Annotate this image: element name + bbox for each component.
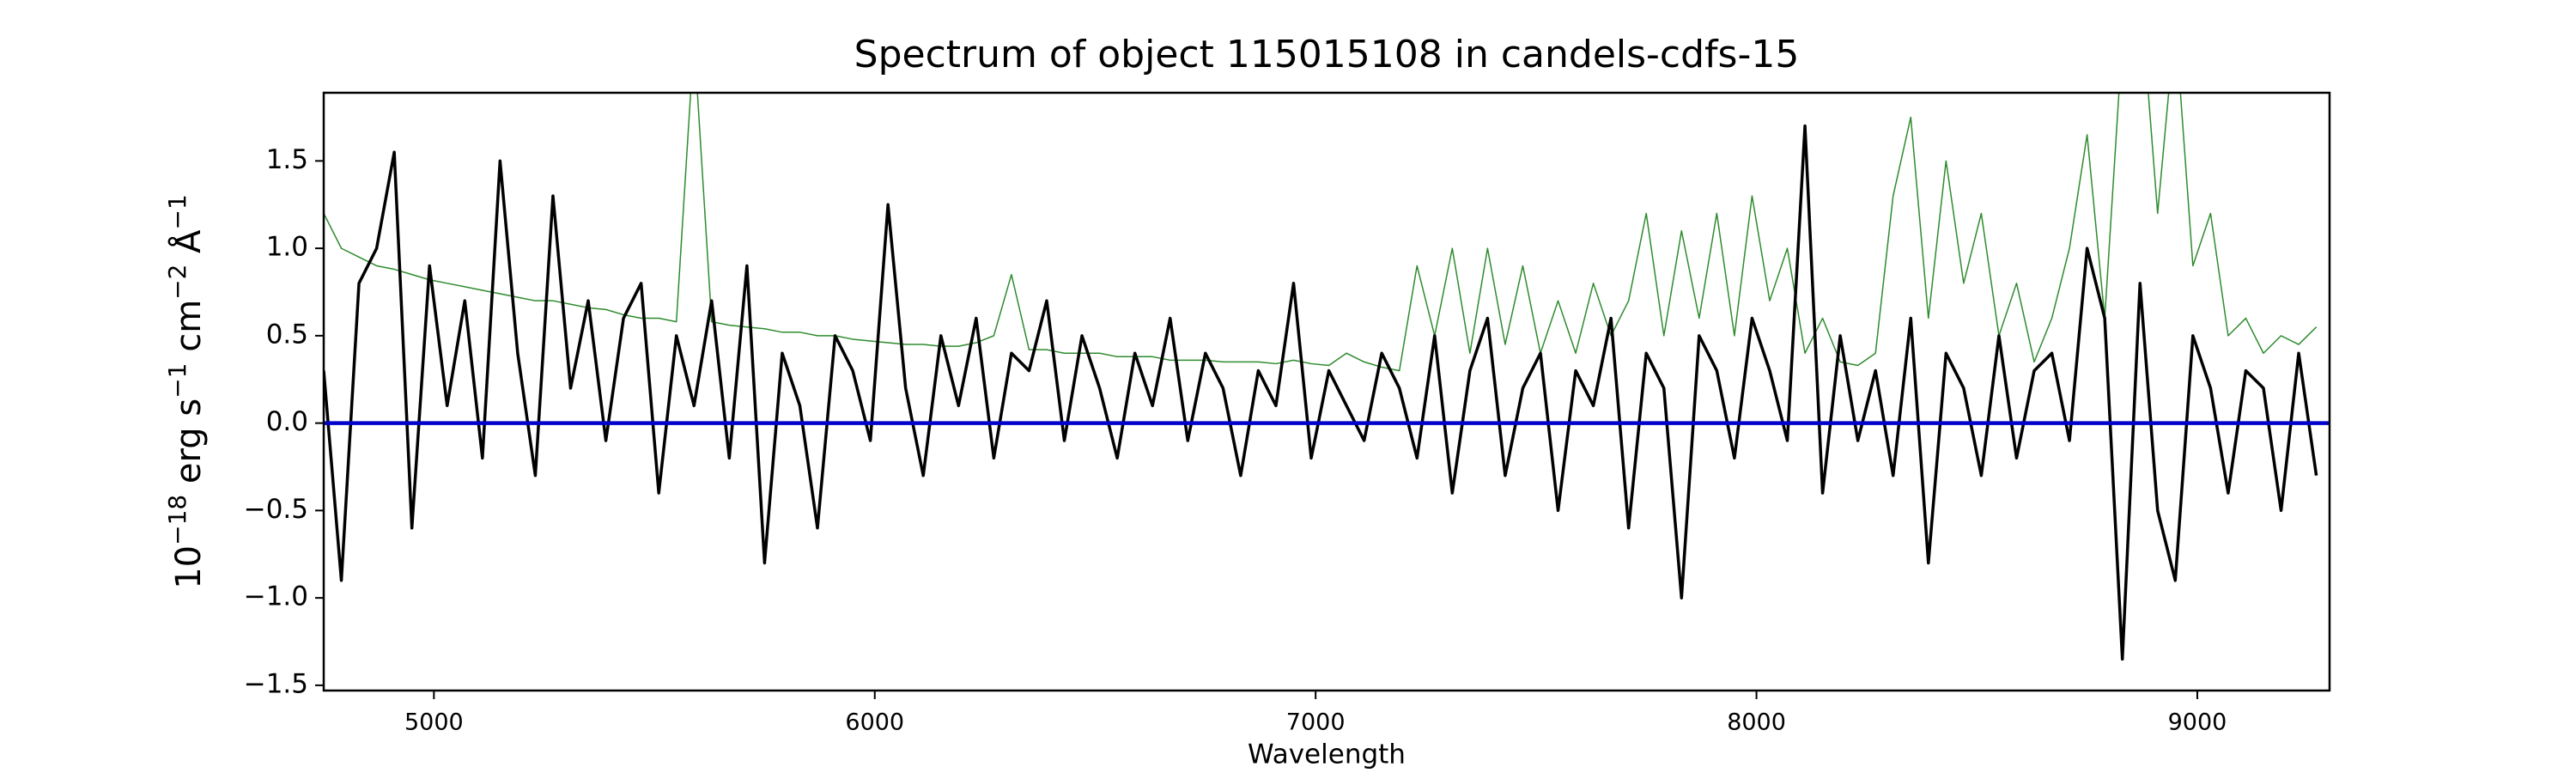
y-tick-label: −1.5 [244,668,308,699]
y-tick-label: 1.5 [266,144,308,175]
chart-title: Spectrum of object 115015108 in candels-… [854,33,1800,76]
x-tick-label: 6000 [845,709,904,736]
plot-frame [322,91,2331,692]
y-tick-label: 0.5 [266,319,308,350]
y-label-exponent: −1 [163,363,191,399]
x-tick-label: 8000 [1727,709,1786,736]
y-tick-label: 0.0 [266,406,308,437]
y-tick-label: −1.0 [244,581,308,612]
y-tick-label: 1.0 [266,232,308,263]
y-label-exponent: −18 [163,495,191,545]
y-label-text: Å [167,229,209,265]
y-label-exponent: −2 [163,265,191,300]
x-tick-label: 5000 [404,709,464,736]
y-label-text: cm [169,300,209,363]
x-axis-label: Wavelength [1248,740,1406,770]
series-line [324,93,2318,372]
y-label-text: erg s [169,399,209,495]
y-axis-label: 10−18 erg s−1 cm−2 Å−1 [163,194,209,589]
series-line [324,124,2318,661]
x-tick-label: 9000 [2168,709,2227,736]
y-tick-label: −0.5 [244,494,308,525]
y-label-text: 10 [169,545,209,589]
x-tick-label: 7000 [1286,709,1346,736]
y-label-exponent: −1 [163,194,191,229]
plot-area [324,93,2330,661]
